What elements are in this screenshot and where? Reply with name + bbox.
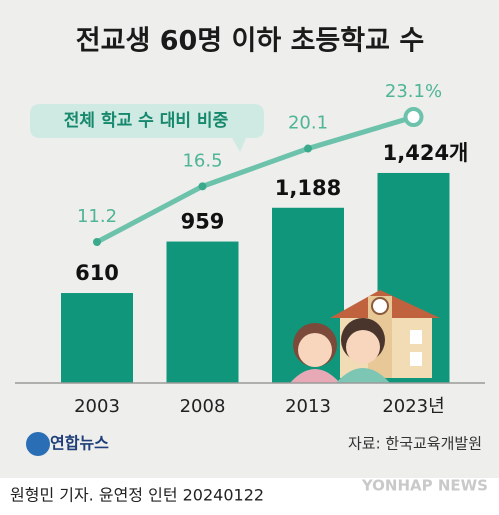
x-tick-label: 2008 <box>180 396 226 417</box>
x-tick-label: 2023년 <box>382 396 444 417</box>
line-point <box>93 238 101 246</box>
line-series-label: 전체 학교 수 대비 비중 <box>64 111 229 131</box>
callout: 전체 학교 수 대비 비중 <box>30 104 264 152</box>
x-tick-label: 2013 <box>285 396 331 417</box>
line-point <box>403 107 424 128</box>
source: 자료: 한국교육개발원 <box>348 435 482 453</box>
bar-value-label: 1,424개 <box>383 141 469 165</box>
line-value-label: 23.1% <box>385 81 442 102</box>
credit: 원형민 기자. 윤연정 인턴 20240122 <box>10 486 264 505</box>
bar <box>166 241 239 383</box>
chart-title: 전교생 60명 이하 초등학교 수 <box>76 26 424 57</box>
line-value-label: 16.5 <box>182 150 222 171</box>
bar-value-label: 959 <box>181 210 225 234</box>
illustration <box>290 290 440 383</box>
line-value-label: 11.2 <box>77 206 117 227</box>
x-tick-label: 2003 <box>74 396 120 417</box>
bar <box>61 293 133 383</box>
logo-text: 연합뉴스 <box>50 434 109 453</box>
line-point <box>198 182 207 191</box>
line-value-label: 20.1 <box>288 113 328 134</box>
line <box>94 114 416 245</box>
footer-strip <box>0 478 499 515</box>
watermark: YONHAP NEWS <box>361 477 488 495</box>
bar-value-label: 1,188 <box>275 176 341 200</box>
bar-value-label: 610 <box>75 261 119 285</box>
logo: 연합뉴스 <box>26 432 109 456</box>
line-point <box>304 144 312 153</box>
